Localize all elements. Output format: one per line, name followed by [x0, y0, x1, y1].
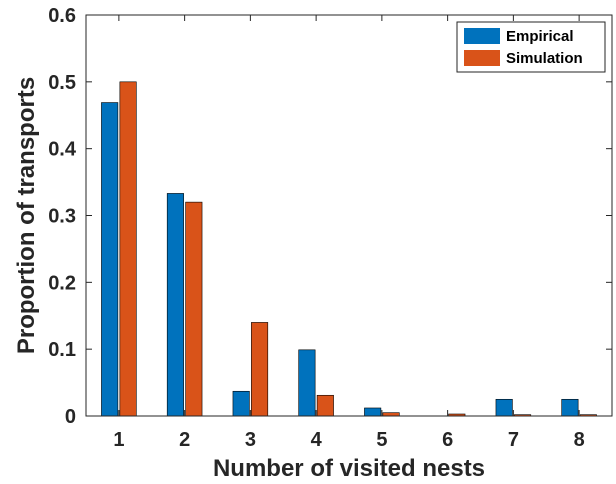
- y-axis-label: Proportion of transports: [13, 77, 40, 354]
- x-tick-label-1: 1: [113, 429, 124, 451]
- bar-empirical-3: [232, 390, 250, 417]
- bar-simulation-5: [382, 412, 400, 417]
- x-tick-label-5: 5: [376, 429, 387, 451]
- legend-swatch-empirical: [464, 28, 500, 44]
- y-tick-label-0.5: 0.5: [48, 72, 76, 94]
- x-tick-label-6: 6: [442, 429, 453, 451]
- bar-empirical-2: [166, 193, 184, 417]
- y-tick-label-0: 0: [65, 406, 76, 428]
- y-tick-label-0.3: 0.3: [48, 206, 76, 228]
- x-tick-label-8: 8: [574, 429, 585, 451]
- y-tick-label-0.6: 0.6: [48, 5, 76, 27]
- x-tick-label-2: 2: [179, 429, 190, 451]
- y-tick-label-0.2: 0.2: [48, 272, 76, 294]
- bar-simulation-3: [251, 322, 269, 417]
- x-tick-label-4: 4: [311, 429, 323, 451]
- plot-area: [86, 15, 612, 416]
- legend-label-empirical: Empirical: [506, 28, 574, 45]
- y-tick-label-0.1: 0.1: [48, 339, 76, 361]
- bar-empirical-8: [561, 398, 579, 417]
- x-tick-label-7: 7: [508, 429, 519, 451]
- legend-label-simulation: Simulation: [506, 50, 583, 67]
- bar-empirical-4: [298, 349, 316, 417]
- bar-simulation-4: [316, 394, 334, 417]
- bar-empirical-5: [364, 407, 382, 417]
- legend-swatch-simulation: [464, 50, 500, 66]
- x-axis-label: Number of visited nests: [213, 455, 485, 482]
- ticks-layer: 1 2 3 4 5 6 7 8 0 0.1 0.2 0.3 0.4 0.5 0.6: [48, 5, 612, 451]
- bar-simulation-2: [185, 201, 203, 417]
- bar-empirical-1: [101, 102, 119, 417]
- bar-simulation-1: [119, 81, 137, 417]
- x-tick-label-3: 3: [245, 429, 256, 451]
- y-tick-label-0.4: 0.4: [48, 139, 77, 161]
- bar-empirical-7: [495, 398, 513, 417]
- bars-layer: [101, 81, 597, 417]
- legend: Empirical Simulation: [456, 21, 606, 73]
